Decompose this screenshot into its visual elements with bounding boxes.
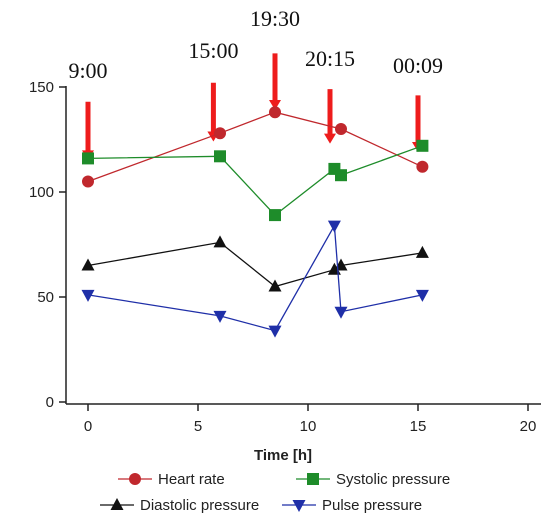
data-point-systolic-pressure <box>416 139 429 152</box>
legend-item-diastolic-pressure: Diastolic pressure <box>100 497 259 514</box>
legend-label: Pulse pressure <box>322 497 422 514</box>
data-point-pulse-pressure <box>415 289 429 302</box>
legend-item-pulse-pressure: Pulse pressure <box>282 497 422 514</box>
x-tick-label: 5 <box>194 418 202 435</box>
legend: Heart rate Systolic pressure Diastolic pre… <box>100 471 450 514</box>
legend-label: Systolic pressure <box>336 471 450 488</box>
x-tick-label: 0 <box>84 418 92 435</box>
x-tick-label: 20 <box>520 418 537 435</box>
legend-label: Heart rate <box>158 471 225 488</box>
series-pulse-pressure <box>81 220 429 338</box>
time-label: 9:00 <box>68 58 107 83</box>
series-line-heart-rate <box>87 111 423 183</box>
data-point-systolic-pressure <box>214 150 226 163</box>
y-tick-label: 100 <box>29 184 54 201</box>
data-point-diastolic-pressure <box>268 279 282 292</box>
time-label: 15:00 <box>188 38 238 63</box>
data-point-heart-rate <box>214 127 226 140</box>
legend-item-heart-rate: Heart rate <box>118 471 225 488</box>
y-tick-label: 50 <box>37 289 54 306</box>
series-line-diastolic-pressure <box>87 241 423 288</box>
data-point-diastolic-pressure <box>81 258 95 271</box>
x-tick-label: 15 <box>410 418 427 435</box>
axes: 0 5 10 15 20 0 50 100 150 Time [h] <box>29 79 541 464</box>
data-point-pulse-pressure <box>268 325 282 338</box>
time-arrow-head <box>324 133 336 144</box>
series-line-systolic-pressure <box>87 145 423 216</box>
data-point-pulse-pressure <box>81 289 95 302</box>
legend-swatch-marker <box>307 473 319 485</box>
data-point-heart-rate <box>82 175 94 188</box>
data-point-heart-rate <box>416 160 429 173</box>
legend-swatch-marker <box>129 473 141 485</box>
data-point-systolic-pressure <box>269 209 281 222</box>
legend-item-systolic-pressure: Systolic pressure <box>296 471 450 488</box>
time-label: 19:30 <box>250 6 300 31</box>
data-point-heart-rate <box>335 123 347 135</box>
data-point-diastolic-pressure <box>213 235 227 248</box>
y-tick-label: 0 <box>46 394 54 411</box>
series-layer <box>81 106 429 338</box>
data-point-pulse-pressure <box>327 220 341 233</box>
time-arrow-head <box>269 100 281 110</box>
x-axis-title: Time [h] <box>254 447 312 464</box>
data-point-systolic-pressure <box>335 169 347 182</box>
data-point-systolic-pressure <box>82 152 94 165</box>
x-ticks: 0 5 10 15 20 <box>84 404 537 435</box>
y-ticks: 0 50 100 150 <box>29 79 66 411</box>
legend-swatch-marker <box>110 498 124 510</box>
data-point-pulse-pressure <box>213 310 227 323</box>
data-point-heart-rate <box>269 106 281 119</box>
time-label: 20:15 <box>305 46 355 71</box>
data-point-diastolic-pressure <box>415 245 429 258</box>
data-point-pulse-pressure <box>334 306 348 319</box>
x-tick-label: 10 <box>300 418 317 435</box>
series-heart-rate <box>82 106 429 188</box>
legend-swatch-marker <box>292 500 306 512</box>
series-systolic-pressure <box>82 139 429 222</box>
time-label: 00:09 <box>393 53 443 78</box>
y-tick-label: 150 <box>29 79 54 96</box>
series-diastolic-pressure <box>81 235 429 292</box>
series-line-pulse-pressure <box>87 223 423 332</box>
legend-label: Diastolic pressure <box>140 497 259 514</box>
